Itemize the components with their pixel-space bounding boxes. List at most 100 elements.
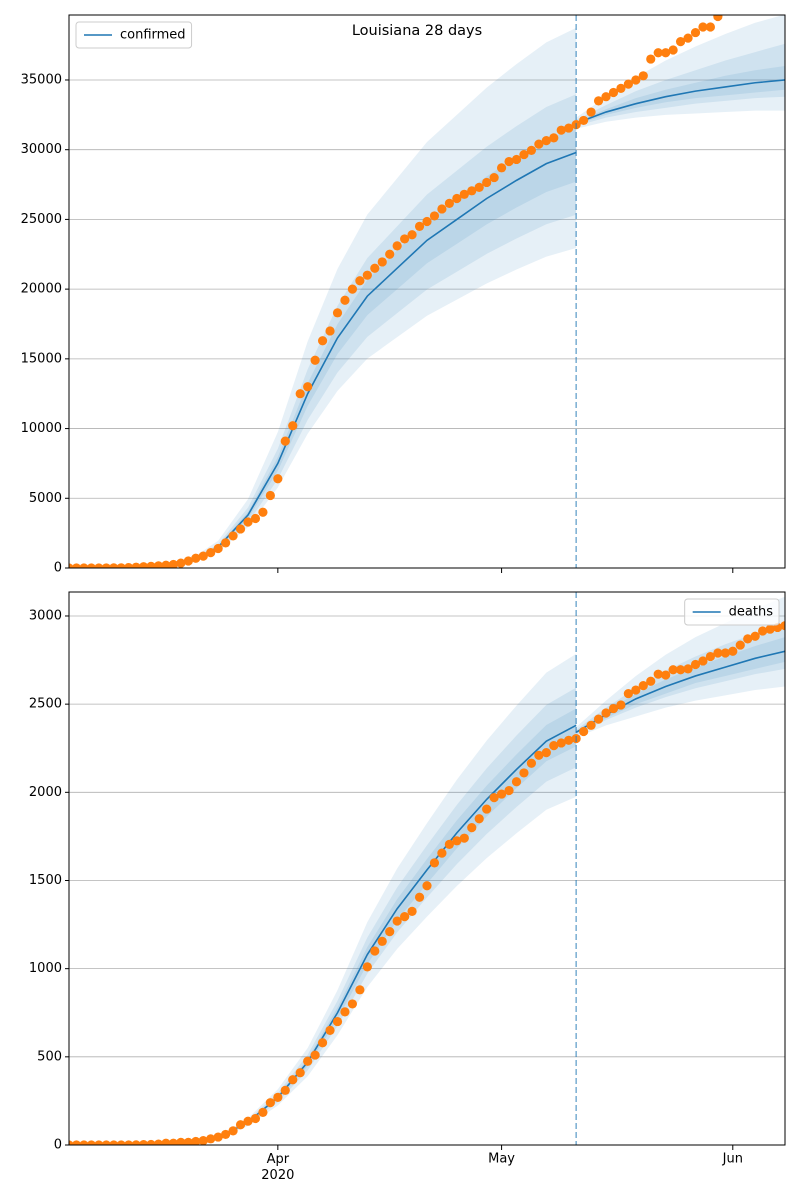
- data-point: [86, 563, 96, 568]
- data-point: [549, 133, 559, 143]
- data-point: [235, 524, 246, 534]
- data-point: [541, 136, 551, 146]
- y-tick-label: 15000: [21, 351, 62, 366]
- data-point: [467, 822, 477, 833]
- data-point: [586, 107, 596, 117]
- data-point: [273, 474, 283, 484]
- y-tick-label: 2500: [29, 697, 62, 712]
- data-point: [601, 92, 611, 102]
- data-point: [519, 768, 529, 778]
- y-tick-label: 5000: [29, 491, 62, 506]
- data-point: [638, 681, 648, 691]
- data-point: [720, 648, 730, 658]
- axes-frame: [68, 591, 786, 1146]
- data-point: [325, 1025, 335, 1035]
- confidence-band: [576, 637, 785, 734]
- data-point: [586, 720, 596, 730]
- data-point: [213, 543, 223, 554]
- data-point: [206, 548, 216, 558]
- data-point: [556, 125, 566, 135]
- data-point: [429, 211, 440, 221]
- data-point: [713, 15, 723, 22]
- data-point: [295, 389, 305, 399]
- y-tick-label: 10000: [21, 421, 62, 436]
- y-tick-label: 35000: [21, 72, 62, 87]
- data-point: [79, 1140, 89, 1145]
- data-point: [109, 563, 119, 568]
- data-point: [400, 912, 410, 922]
- data-point: [474, 814, 484, 824]
- data-point: [683, 664, 693, 674]
- data-point: [377, 257, 387, 267]
- data-point: [221, 538, 231, 548]
- data-point: [138, 562, 149, 568]
- axes-frame: [68, 14, 786, 569]
- data-point: [400, 234, 410, 244]
- data-point: [243, 1116, 253, 1126]
- data-point: [429, 858, 440, 868]
- data-point: [765, 624, 775, 634]
- data-point: [444, 198, 454, 208]
- data-point: [385, 927, 395, 937]
- data-point: [168, 1138, 179, 1145]
- data-point: [258, 1107, 268, 1117]
- confidence-band: [69, 94, 577, 568]
- data-point: [183, 556, 193, 566]
- data-point: [728, 646, 738, 656]
- y-tick-label: 1000: [29, 961, 62, 976]
- data-point: [392, 916, 402, 926]
- data-point: [631, 75, 641, 85]
- data-point: [482, 804, 492, 814]
- data-point: [109, 1140, 119, 1145]
- chart-title: Louisiana 28 days: [352, 23, 482, 39]
- data-point: [564, 123, 574, 133]
- data-point: [213, 1132, 223, 1142]
- data-point: [116, 1140, 126, 1145]
- data-point: [198, 1135, 208, 1145]
- data-point: [668, 45, 678, 55]
- data-point: [511, 154, 522, 165]
- y-tick-label: 3000: [29, 608, 62, 623]
- data-point: [675, 665, 686, 675]
- data-point: [623, 79, 633, 89]
- data-point: [459, 189, 469, 199]
- data-point: [228, 531, 238, 541]
- data-point: [94, 563, 104, 568]
- data-point: [191, 553, 201, 563]
- data-point: [422, 216, 432, 227]
- data-point: [377, 936, 387, 946]
- data-point: [168, 559, 179, 568]
- data-point: [422, 881, 432, 891]
- data-point: [593, 96, 604, 106]
- data-point: [191, 1136, 201, 1145]
- data-point: [437, 848, 447, 858]
- data-point: [280, 1085, 290, 1095]
- data-point: [176, 1137, 186, 1145]
- data-point: [414, 221, 425, 231]
- data-point: [116, 563, 126, 568]
- data-point: [131, 562, 141, 568]
- data-point: [332, 308, 343, 318]
- y-tick-label: 20000: [21, 282, 62, 297]
- data-point: [638, 71, 648, 81]
- data-point: [437, 204, 447, 214]
- y-tick-label: 1500: [29, 873, 62, 888]
- data-point: [661, 670, 671, 680]
- data-point: [608, 703, 619, 714]
- x-tick-label-line: 2020: [261, 1168, 294, 1183]
- data-point: [780, 621, 785, 631]
- confidence-band: [69, 687, 577, 1145]
- data-point: [564, 735, 574, 745]
- confidence-band: [69, 708, 577, 1145]
- data-point: [340, 1007, 350, 1017]
- data-point: [690, 659, 701, 670]
- data-point: [579, 115, 589, 126]
- data-point: [317, 336, 328, 346]
- legend-label: confirmed: [120, 28, 186, 43]
- data-point: [153, 1139, 164, 1145]
- data-point: [616, 83, 626, 93]
- data-point: [452, 193, 462, 204]
- data-point: [646, 54, 656, 64]
- data-point: [713, 648, 723, 658]
